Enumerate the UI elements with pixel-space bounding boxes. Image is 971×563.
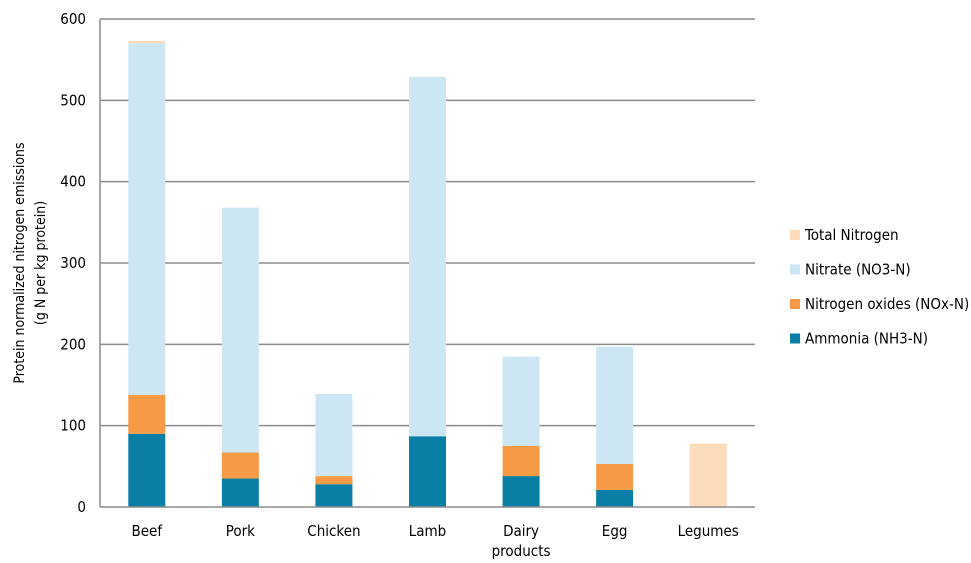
legend-swatch xyxy=(790,299,800,309)
legend-label: Ammonia (NH3-N) xyxy=(805,330,928,348)
y-tick-labels: 0 100 200 300 400 500 600 xyxy=(60,10,86,516)
bar-segment xyxy=(222,208,259,453)
bar-stack xyxy=(503,357,540,507)
bar-segment xyxy=(596,490,633,507)
y-axis-label: Protein normalized nitrogen emissions (g … xyxy=(12,142,49,383)
bar-segment xyxy=(596,464,633,490)
y-tick-label: 0 xyxy=(77,498,86,516)
legend-swatch xyxy=(790,265,800,275)
bar-segment xyxy=(503,357,540,446)
legend-item: Nitrate (NO3-N) xyxy=(790,261,911,279)
bar-segment xyxy=(128,43,165,394)
bar-stack xyxy=(409,77,446,507)
legend-item: Nitrogen oxides (NOx-N) xyxy=(790,295,969,313)
y-axis-label-line: (g N per kg protein) xyxy=(33,201,49,325)
bar-segment xyxy=(409,77,446,436)
bar-stack xyxy=(596,347,633,507)
x-category-label: products xyxy=(492,542,551,560)
bar-segment xyxy=(690,444,727,507)
y-tick-label: 500 xyxy=(60,91,86,109)
bars xyxy=(128,41,726,507)
bar-segment xyxy=(503,476,540,507)
y-tick-label: 600 xyxy=(60,10,86,28)
bar-segment xyxy=(409,436,446,507)
bar-segment xyxy=(128,395,165,434)
legend: Total Nitrogen Nitrate (NO3-N) Nitrogen ox… xyxy=(790,226,969,348)
legend-item: Total Nitrogen xyxy=(790,226,899,244)
x-category-labels: Beef Pork Chicken Lamb Dairy products Egg Legum… xyxy=(131,522,738,560)
y-tick-label: 200 xyxy=(60,335,86,353)
bar-stack xyxy=(315,394,352,507)
y-tick-label: 300 xyxy=(60,254,86,272)
legend-swatch xyxy=(790,334,800,344)
x-category-label: Beef xyxy=(131,522,163,540)
bar-stack xyxy=(222,208,259,507)
bar-stack xyxy=(128,41,165,507)
bar-stack xyxy=(690,444,727,507)
legend-label: Total Nitrogen xyxy=(804,226,899,244)
x-category-label: Legumes xyxy=(678,522,739,540)
legend-label: Nitrogen oxides (NOx-N) xyxy=(805,295,969,313)
bar-segment xyxy=(128,434,165,507)
legend-label: Nitrate (NO3-N) xyxy=(805,261,911,279)
bar-segment xyxy=(315,476,352,484)
bar-segment xyxy=(128,41,165,43)
x-category-label: Chicken xyxy=(307,522,360,540)
x-category-label: Egg xyxy=(602,522,628,540)
y-tick-label: 400 xyxy=(60,173,86,191)
x-category-label: Dairy xyxy=(503,522,539,540)
y-tick-label: 100 xyxy=(60,417,86,435)
bar-segment xyxy=(503,446,540,476)
x-category-label: Pork xyxy=(226,522,255,540)
bar-segment xyxy=(315,394,352,476)
x-category-label: Lamb xyxy=(409,522,447,540)
legend-item: Ammonia (NH3-N) xyxy=(790,330,928,348)
legend-swatch xyxy=(790,230,800,240)
bar-segment xyxy=(222,453,259,479)
bar-segment xyxy=(315,484,352,507)
bar-segment xyxy=(222,479,259,507)
bar-segment xyxy=(596,347,633,464)
y-axis-label-line: Protein normalized nitrogen emissions xyxy=(12,142,28,383)
